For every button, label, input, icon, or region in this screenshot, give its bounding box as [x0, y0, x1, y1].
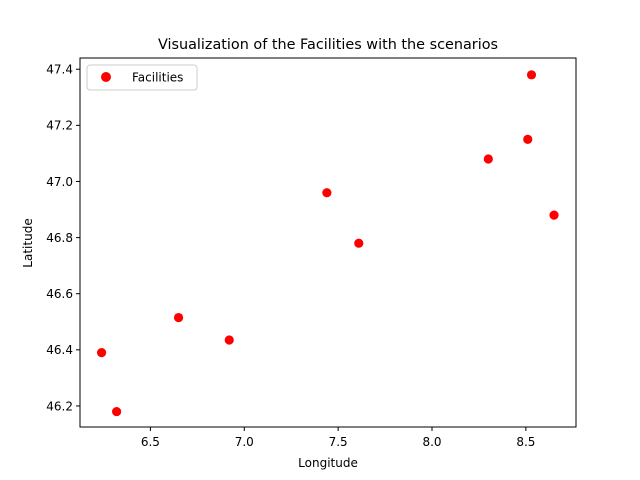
- plot-frame: [79, 57, 577, 428]
- data-point-1: [526, 70, 537, 80]
- x-axis-label: Longitude: [298, 456, 358, 470]
- data-points: [96, 70, 559, 417]
- chart-title: Visualization of the Facilities with the…: [158, 37, 498, 53]
- x-tick-label: 7.5: [329, 435, 348, 449]
- data-point-3: [483, 154, 493, 164]
- data-point-4: [322, 188, 332, 198]
- data-point-6: [354, 238, 364, 248]
- y-tick-label: 47.2: [46, 119, 73, 133]
- data-point-10: [112, 406, 122, 417]
- x-axis-ticks: 6.5 7.0 7.5 8.0 8.5: [141, 427, 535, 449]
- y-tick-label: 46.2: [46, 399, 73, 413]
- legend-label: Facilities: [132, 71, 183, 85]
- data-point-5: [549, 210, 559, 220]
- y-tick-label: 46.4: [46, 343, 73, 357]
- legend-box: [86, 64, 198, 91]
- y-tick-label: 46.6: [46, 287, 73, 301]
- x-tick-label: 7.0: [235, 435, 254, 449]
- x-tick-label: 8.0: [422, 435, 441, 449]
- y-axis-label: Latitude: [21, 218, 35, 267]
- legend-marker: [101, 72, 111, 82]
- data-point-8: [224, 335, 234, 345]
- x-tick-label: 6.5: [141, 435, 160, 449]
- y-axis-ticks: 46.2 46.4 46.6 46.8 47.0 47.2 47.4: [46, 63, 80, 413]
- legend: Facilities: [86, 64, 198, 91]
- data-point-2: [523, 134, 533, 144]
- x-tick-label: 8.5: [516, 435, 535, 449]
- data-point-7: [173, 312, 184, 323]
- y-tick-label: 46.8: [46, 231, 73, 245]
- data-point-9: [96, 348, 107, 358]
- y-tick-label: 47.0: [46, 175, 73, 189]
- plot-area: [79, 57, 577, 428]
- y-tick-label: 47.4: [46, 63, 73, 77]
